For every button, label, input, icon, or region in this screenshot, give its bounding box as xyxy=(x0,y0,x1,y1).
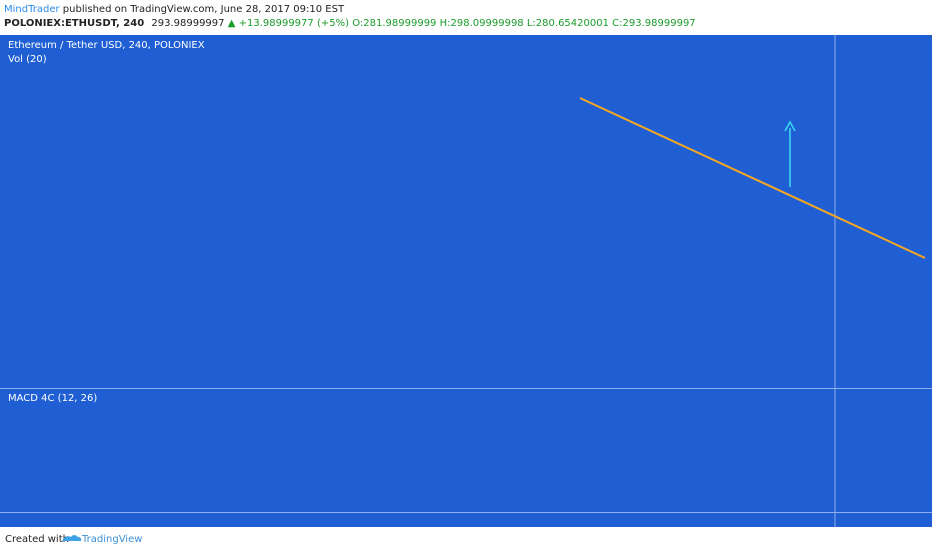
published: published on TradingView.com, June 28, 2… xyxy=(63,4,345,15)
header-line-2: POLONIEX:ETHUSDT, 240 293.98999997 ▲ +13… xyxy=(4,18,696,29)
macd-title: MACD 4C (12, 26) xyxy=(8,393,97,404)
header-bg xyxy=(0,0,932,35)
change: ▲ +13.98999977 (+5%) xyxy=(228,18,349,29)
low: L:280.65420001 xyxy=(527,18,609,29)
symbol: POLONIEX:ETHUSDT, 240 xyxy=(4,18,144,29)
author: MindTrader xyxy=(4,4,60,15)
volume-title: Vol (20) xyxy=(8,54,47,65)
footer-created: Created with xyxy=(5,534,69,545)
last-price: 293.98999997 xyxy=(151,18,224,29)
footer-logo xyxy=(62,535,82,541)
chart-title: Ethereum / Tether USD, 240, POLONIEX xyxy=(8,40,205,51)
footer-brand: TradingView xyxy=(81,534,142,545)
open: O:281.98999999 xyxy=(352,18,436,29)
header-line-1: MindTrader published on TradingView.com,… xyxy=(4,4,345,15)
close: C:293.98999997 xyxy=(612,18,696,29)
footer-bg xyxy=(0,527,932,550)
trend-line xyxy=(579,97,926,259)
chart-bg xyxy=(0,35,932,527)
target-arrow-head xyxy=(784,120,796,132)
high: H:298.09999998 xyxy=(440,18,524,29)
